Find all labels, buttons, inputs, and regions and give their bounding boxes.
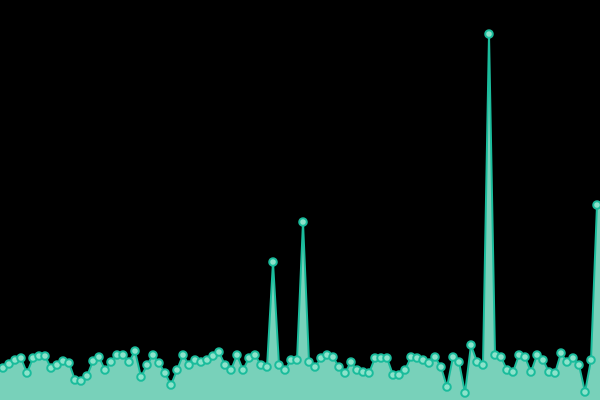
data-point-marker[interactable] [532,350,542,360]
data-point-marker[interactable] [334,362,344,372]
data-point-marker[interactable] [226,365,236,375]
data-point-marker[interactable] [568,353,578,363]
data-point-marker[interactable] [184,360,194,370]
data-point-marker[interactable] [142,360,152,370]
data-point-marker[interactable] [550,368,560,378]
marker-group [0,29,600,398]
data-point-marker[interactable] [304,357,314,367]
data-point-marker[interactable] [118,350,128,360]
data-point-marker[interactable] [64,358,74,368]
data-point-marker[interactable] [94,352,104,362]
data-point-marker[interactable] [298,217,308,227]
data-point-marker[interactable] [484,29,494,39]
data-point-marker[interactable] [382,353,392,363]
data-point-marker[interactable] [262,362,272,372]
data-point-marker[interactable] [22,368,32,378]
data-point-marker[interactable] [466,340,476,350]
data-point-marker[interactable] [238,365,248,375]
data-point-marker[interactable] [460,388,470,398]
data-point-marker[interactable] [592,200,600,210]
data-point-marker[interactable] [172,365,182,375]
data-point-marker[interactable] [274,360,284,370]
data-point-marker[interactable] [178,350,188,360]
data-point-marker[interactable] [76,376,86,386]
data-point-marker[interactable] [310,362,320,372]
data-point-marker[interactable] [100,365,110,375]
data-point-marker[interactable] [574,360,584,370]
data-point-marker[interactable] [340,368,350,378]
data-point-marker[interactable] [526,367,536,377]
data-point-marker[interactable] [538,355,548,365]
data-point-marker[interactable] [454,357,464,367]
data-point-marker[interactable] [148,350,158,360]
data-point-marker[interactable] [16,353,26,363]
data-point-marker[interactable] [586,355,596,365]
data-point-marker[interactable] [448,352,458,362]
data-point-marker[interactable] [496,352,506,362]
data-point-marker[interactable] [394,370,404,380]
data-point-marker[interactable] [292,355,302,365]
data-point-marker[interactable] [40,351,50,361]
data-point-marker[interactable] [580,387,590,397]
data-point-marker[interactable] [364,368,374,378]
data-point-marker[interactable] [106,357,116,367]
data-point-marker[interactable] [400,365,410,375]
data-point-marker[interactable] [154,358,164,368]
data-point-marker[interactable] [520,352,530,362]
data-point-marker[interactable] [424,358,434,368]
data-point-marker[interactable] [220,360,230,370]
data-point-marker[interactable] [430,352,440,362]
data-point-marker[interactable] [478,360,488,370]
data-point-marker[interactable] [232,350,242,360]
data-point-marker[interactable] [280,365,290,375]
data-point-marker[interactable] [166,380,176,390]
data-point-marker[interactable] [436,362,446,372]
data-point-marker[interactable] [82,371,92,381]
data-point-marker[interactable] [136,372,146,382]
data-point-marker[interactable] [328,352,338,362]
data-point-marker[interactable] [346,357,356,367]
data-point-marker[interactable] [508,367,518,377]
data-point-marker[interactable] [160,368,170,378]
data-point-marker[interactable] [250,350,260,360]
data-point-marker[interactable] [214,347,224,357]
data-point-marker[interactable] [556,348,566,358]
data-point-marker[interactable] [442,382,452,392]
data-point-marker[interactable] [268,257,278,267]
data-point-marker[interactable] [124,357,134,367]
data-point-marker[interactable] [130,346,140,356]
